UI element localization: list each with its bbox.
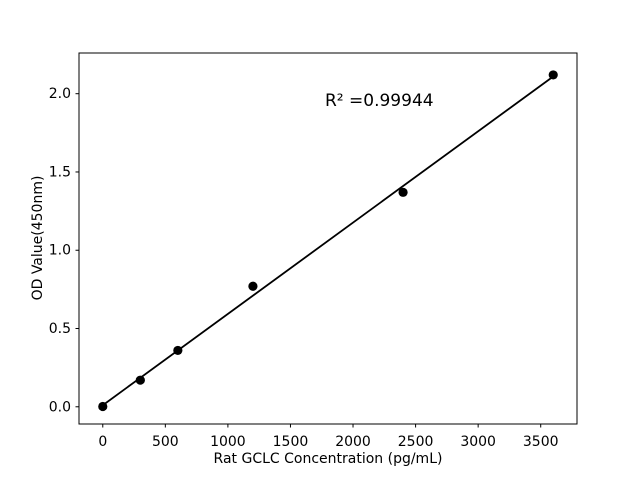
x-tick-label: 1000 <box>210 434 246 450</box>
x-axis-label: Rat GCLC Concentration (pg/mL) <box>213 451 443 467</box>
data-point <box>248 281 258 291</box>
y-tick-label: 0.0 <box>49 399 71 415</box>
y-tick-label: 2.0 <box>49 86 71 102</box>
y-tick-label: 1.5 <box>49 164 71 180</box>
y-tick-label: 1.0 <box>49 243 71 259</box>
x-tick-label: 3500 <box>523 434 559 450</box>
y-tick-label: 0.5 <box>49 321 71 337</box>
x-tick-label: 1500 <box>273 434 309 450</box>
axes-spines <box>78 52 578 425</box>
x-tick-label: 500 <box>152 434 179 450</box>
y-axis-label: OD Value(450nm) <box>30 175 46 301</box>
data-point <box>173 345 183 356</box>
data-point <box>135 375 145 385</box>
trend-line <box>101 75 555 407</box>
x-tick-label: 3000 <box>460 434 496 450</box>
data-point <box>398 187 408 197</box>
x-tick-label: 0 <box>98 434 107 450</box>
x-tick-label: 2500 <box>398 434 434 450</box>
r-squared-annotation: R² =0.99944 <box>325 91 434 111</box>
data-point <box>98 401 108 412</box>
data-point <box>548 70 558 80</box>
x-tick-label: 2000 <box>335 434 371 450</box>
